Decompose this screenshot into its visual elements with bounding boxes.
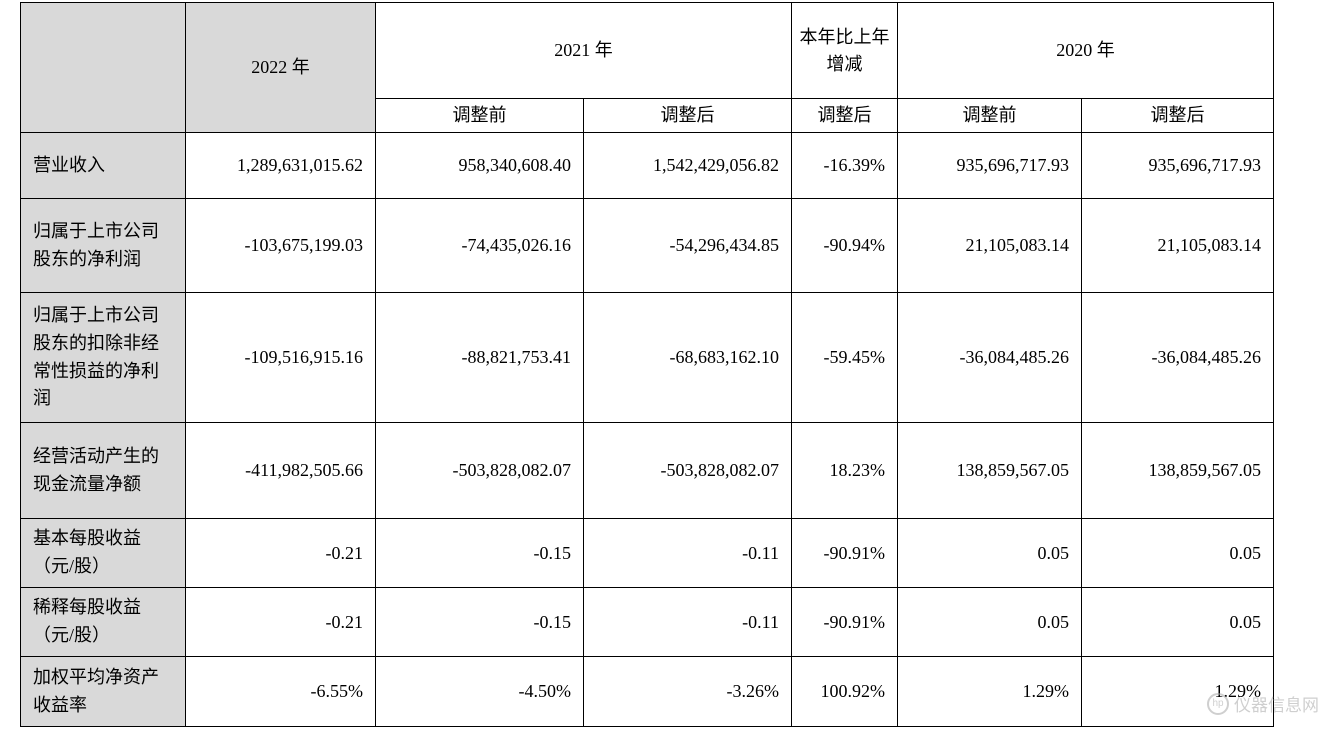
table-row: 营业收入 1,289,631,015.62 958,340,608.40 1,5… bbox=[20, 132, 1274, 199]
table-row: 经营活动产生的现金流量净额 -411,982,505.66 -503,828,0… bbox=[20, 422, 1274, 519]
table-row: 归属于上市公司股东的扣除非经常性损益的净利润 -109,516,915.16 -… bbox=[20, 292, 1274, 423]
cell-2021-post: 1,542,429,056.82 bbox=[583, 132, 792, 199]
cell-change: -90.91% bbox=[791, 518, 898, 588]
header-change: 本年比上年增减 bbox=[791, 2, 898, 99]
cell-2022: -0.21 bbox=[185, 518, 376, 588]
cell-2021-pre: 958,340,608.40 bbox=[375, 132, 584, 199]
subheader-2021-pre: 调整前 bbox=[375, 98, 584, 133]
header-row-2: 调整前 调整后 调整后 调整前 调整后 bbox=[21, 98, 1274, 133]
cell-2021-post: -503,828,082.07 bbox=[583, 422, 792, 519]
row-label: 营业收入 bbox=[20, 132, 186, 199]
cell-2020-pre: 935,696,717.93 bbox=[897, 132, 1082, 199]
cell-2022: -0.21 bbox=[185, 587, 376, 657]
cell-2020-post: 1.29% bbox=[1081, 656, 1274, 727]
corner-cell bbox=[20, 2, 186, 133]
subheader-2021-post: 调整后 bbox=[583, 98, 792, 133]
table-row: 稀释每股收益（元/股） -0.21 -0.15 -0.11 -90.91% 0.… bbox=[20, 587, 1274, 657]
cell-change: -90.94% bbox=[791, 198, 898, 293]
row-label: 归属于上市公司股东的净利润 bbox=[20, 198, 186, 293]
cell-2021-pre: -503,828,082.07 bbox=[375, 422, 584, 519]
cell-2021-pre: -74,435,026.16 bbox=[375, 198, 584, 293]
row-label: 归属于上市公司股东的扣除非经常性损益的净利润 bbox=[20, 292, 186, 423]
cell-2020-post: 21,105,083.14 bbox=[1081, 198, 1274, 293]
cell-2020-pre: 0.05 bbox=[897, 518, 1082, 588]
row-label: 稀释每股收益（元/股） bbox=[20, 587, 186, 657]
cell-change: -90.91% bbox=[791, 587, 898, 657]
cell-change: -16.39% bbox=[791, 132, 898, 199]
cell-2020-post: 0.05 bbox=[1081, 518, 1274, 588]
cell-2020-pre: 21,105,083.14 bbox=[897, 198, 1082, 293]
row-label: 加权平均净资产收益率 bbox=[20, 656, 186, 727]
cell-2022: -411,982,505.66 bbox=[185, 422, 376, 519]
cell-2021-post: -0.11 bbox=[583, 518, 792, 588]
cell-2020-post: 138,859,567.05 bbox=[1081, 422, 1274, 519]
table-row: 归属于上市公司股东的净利润 -103,675,199.03 -74,435,02… bbox=[20, 198, 1274, 293]
subheader-change-post: 调整后 bbox=[791, 98, 898, 133]
cell-2020-pre: -36,084,485.26 bbox=[897, 292, 1082, 423]
cell-2021-pre: -4.50% bbox=[375, 656, 584, 727]
table-row: 加权平均净资产收益率 -6.55% -4.50% -3.26% 100.92% … bbox=[20, 656, 1274, 727]
cell-2021-pre: -88,821,753.41 bbox=[375, 292, 584, 423]
cell-2022: -103,675,199.03 bbox=[185, 198, 376, 293]
cell-2020-pre: 0.05 bbox=[897, 587, 1082, 657]
cell-2020-post: 935,696,717.93 bbox=[1081, 132, 1274, 199]
header-2020: 2020 年 bbox=[897, 2, 1274, 99]
cell-2020-pre: 138,859,567.05 bbox=[897, 422, 1082, 519]
cell-2021-post: -3.26% bbox=[583, 656, 792, 727]
table-row: 基本每股收益（元/股） -0.21 -0.15 -0.11 -90.91% 0.… bbox=[20, 518, 1274, 588]
row-label: 基本每股收益（元/股） bbox=[20, 518, 186, 588]
cell-2022: -109,516,915.16 bbox=[185, 292, 376, 423]
cell-2021-pre: -0.15 bbox=[375, 587, 584, 657]
cell-2020-post: 0.05 bbox=[1081, 587, 1274, 657]
header-2021: 2021 年 bbox=[375, 2, 792, 99]
header-row-1: 2022 年 2021 年 本年比上年增减 2020 年 bbox=[20, 2, 1274, 133]
cell-2020-pre: 1.29% bbox=[897, 656, 1082, 727]
cell-change: 100.92% bbox=[791, 656, 898, 727]
subheader-2020-pre: 调整前 bbox=[897, 98, 1082, 133]
cell-change: -59.45% bbox=[791, 292, 898, 423]
header-2022: 2022 年 bbox=[185, 2, 376, 133]
cell-2021-post: -54,296,434.85 bbox=[583, 198, 792, 293]
cell-2022: -6.55% bbox=[185, 656, 376, 727]
row-label: 经营活动产生的现金流量净额 bbox=[20, 422, 186, 519]
cell-change: 18.23% bbox=[791, 422, 898, 519]
cell-2022: 1,289,631,015.62 bbox=[185, 132, 376, 199]
cell-2021-post: -0.11 bbox=[583, 587, 792, 657]
cell-2021-post: -68,683,162.10 bbox=[583, 292, 792, 423]
cell-2021-pre: -0.15 bbox=[375, 518, 584, 588]
cell-2020-post: -36,084,485.26 bbox=[1081, 292, 1274, 423]
subheader-2020-post: 调整后 bbox=[1081, 98, 1274, 133]
financial-summary-table: 2022 年 2021 年 本年比上年增减 2020 年 调整前 调整后 调整后… bbox=[20, 2, 1274, 727]
